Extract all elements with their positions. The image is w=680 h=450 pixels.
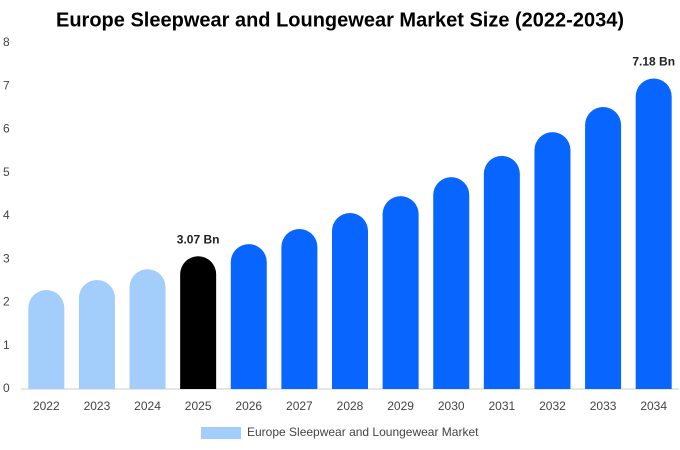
bar (585, 107, 622, 389)
x-tick-label: 2022 (33, 399, 60, 413)
bar (332, 212, 368, 389)
legend-swatch (201, 427, 241, 439)
bar (129, 269, 166, 389)
bar (180, 256, 217, 389)
bar (534, 132, 571, 389)
y-tick-label: 5 (3, 165, 10, 179)
bar (382, 196, 419, 389)
x-tick-label: 2029 (387, 399, 414, 413)
bar (483, 155, 520, 389)
x-tick-label: 2031 (488, 399, 515, 413)
value-label: 7.18 Bn (632, 55, 675, 69)
bar (635, 78, 672, 389)
bar (433, 177, 470, 389)
y-tick-label: 2 (3, 295, 10, 309)
bar (28, 289, 65, 389)
x-tick-label: 2033 (590, 399, 617, 413)
bar (78, 280, 115, 389)
x-tick-label: 2026 (235, 399, 262, 413)
chart-title: Europe Sleepwear and Loungewear Market S… (56, 9, 624, 31)
value-label: 3.07 Bn (177, 232, 220, 246)
x-tick-label: 2024 (134, 399, 161, 413)
x-tick-label: 2028 (337, 399, 364, 413)
y-tick-label: 3 (3, 251, 10, 265)
y-tick-label: 1 (3, 338, 10, 352)
y-tick-label: 7 (3, 78, 10, 92)
y-tick-label: 6 (3, 122, 10, 136)
legend-label: Europe Sleepwear and Loungewear Market (247, 425, 479, 439)
bar (230, 244, 267, 389)
x-tick-label: 2030 (438, 399, 465, 413)
bar (281, 228, 318, 389)
y-tick-label: 8 (3, 35, 10, 49)
x-tick-label: 2034 (640, 399, 667, 413)
x-tick-label: 2027 (286, 399, 313, 413)
x-tick-label: 2032 (539, 399, 566, 413)
x-tick-label: 2023 (84, 399, 111, 413)
y-tick-label: 0 (3, 381, 10, 395)
y-tick-label: 4 (3, 208, 10, 222)
x-tick-label: 2025 (185, 399, 212, 413)
